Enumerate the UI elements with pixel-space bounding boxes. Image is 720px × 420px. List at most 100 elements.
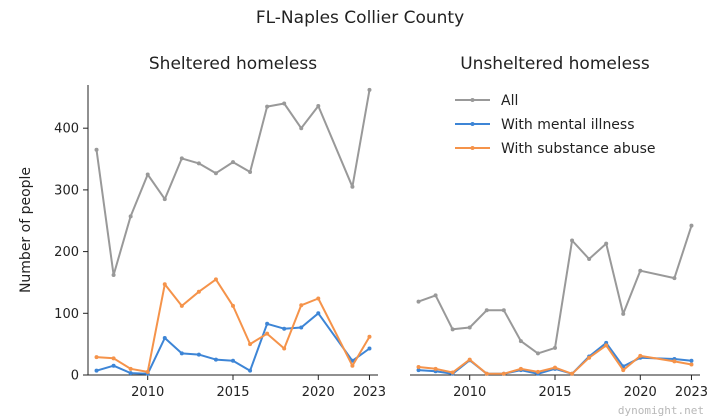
unsheltered-all-point (587, 257, 592, 261)
sheltered-mental-point (316, 311, 321, 316)
unsheltered-all-point (638, 268, 643, 273)
unsheltered-substance-point (433, 366, 438, 371)
sheltered-mental-point (213, 357, 218, 362)
unsheltered-x-tick-label: 2023 (675, 385, 708, 400)
sheltered-substance-point (196, 289, 201, 294)
sheltered-substance-point (350, 363, 355, 368)
sheltered-y-axis-label: Number of people (18, 167, 34, 293)
unsheltered-substance-point (604, 343, 609, 348)
sheltered-x-tick-label: 2023 (353, 385, 386, 400)
sheltered-all-point (94, 147, 99, 152)
chart-title: FL-Naples Collier County (256, 8, 464, 28)
legend-mental-label: With mental illness (501, 117, 635, 133)
sheltered-panel: Sheltered homeless 2010 2015 2020 2023 0 100 20… (18, 54, 386, 400)
sheltered-mental-point (265, 321, 270, 326)
sheltered-y-tick-label: 200 (54, 245, 79, 260)
unsheltered-substance-point (501, 371, 506, 376)
sheltered-x-tick-label: 2010 (131, 385, 164, 400)
unsheltered-all-point (484, 308, 489, 313)
sheltered-mental-point (367, 346, 372, 351)
sheltered-mental-point (231, 358, 235, 363)
sheltered-all-point (145, 172, 150, 177)
sheltered-mental-point (179, 351, 184, 356)
sheltered-substance-point (299, 303, 304, 308)
watermark: dynomight.net (618, 404, 704, 417)
sheltered-y-tick-label: 100 (54, 307, 79, 322)
sheltered-all-line (95, 88, 371, 276)
unsheltered-all-point (570, 238, 575, 243)
unsheltered-all-line (417, 224, 693, 355)
sheltered-substance-point (111, 356, 116, 361)
unsheltered-substance-point (672, 359, 677, 364)
sheltered-substance-point (282, 346, 287, 351)
sheltered-all-point (111, 273, 116, 278)
sheltered-mental-point (128, 371, 133, 376)
sheltered-mental-point (248, 368, 253, 373)
unsheltered-substance-point (689, 362, 694, 367)
sheltered-substance-point (128, 366, 133, 371)
unsheltered-all-point (535, 351, 540, 356)
legend-all-marker (470, 98, 475, 102)
sheltered-all-point (213, 171, 218, 176)
unsheltered-x-tick-label: 2015 (538, 385, 571, 400)
sheltered-substance-point (248, 342, 253, 347)
unsheltered-substance-point (621, 368, 626, 373)
sheltered-all-point (128, 214, 133, 219)
sheltered-all-point (179, 156, 184, 161)
sheltered-y-tick-label: 0 (71, 369, 79, 384)
unsheltered-substance-point (638, 353, 643, 358)
sheltered-all-point (350, 184, 355, 189)
sheltered-x-tick-label: 2015 (216, 385, 249, 400)
sheltered-all-point (299, 126, 304, 131)
unsheltered-substance-point (570, 371, 575, 376)
unsheltered-all-point (621, 311, 626, 316)
legend-mental-marker (470, 122, 475, 126)
unsheltered-all-point (501, 308, 506, 313)
sheltered-all-point (162, 197, 167, 202)
sheltered-substance-point (265, 331, 270, 336)
unsheltered-all-point (433, 293, 438, 298)
sheltered-all-point (196, 161, 201, 166)
unsheltered-substance-point (535, 369, 540, 374)
unsheltered-x-tick-label: 2020 (624, 385, 657, 400)
legend-substance-marker (470, 146, 475, 150)
sheltered-mental-point (111, 363, 116, 368)
unsheltered-panel: Unsheltered homeless 2010 2015 2020 2023 (410, 54, 708, 400)
unsheltered-title: Unsheltered homeless (460, 54, 650, 74)
legend: All With mental illness With substance abu… (455, 93, 656, 157)
sheltered-mental-point (299, 325, 304, 330)
unsheltered-all-point (604, 241, 609, 246)
sheltered-y-tick-label: 300 (54, 183, 79, 198)
sheltered-y-tick-label: 400 (54, 122, 79, 137)
sheltered-substance-point (94, 355, 99, 360)
sheltered-substance-point (367, 334, 372, 339)
unsheltered-all-point (416, 299, 421, 304)
legend-all-label: All (501, 93, 518, 109)
unsheltered-substance-point (416, 364, 421, 369)
unsheltered-all-point (672, 276, 677, 281)
sheltered-substance-point (179, 303, 184, 308)
unsheltered-substance-point (484, 371, 489, 376)
unsheltered-substance-line (417, 344, 693, 375)
sheltered-substance-point (213, 277, 218, 282)
unsheltered-all-point (689, 223, 694, 228)
sheltered-mental-point (282, 326, 287, 331)
sheltered-substance-point (316, 296, 321, 301)
sheltered-all-point (367, 87, 372, 92)
sheltered-all-point (231, 160, 235, 165)
sheltered-x-tick-label: 2020 (302, 385, 335, 400)
sheltered-mental-line (95, 312, 371, 375)
sheltered-substance-line (95, 278, 371, 373)
sheltered-all-point (316, 103, 321, 108)
unsheltered-substance-point (518, 366, 523, 371)
sheltered-substance-point (231, 303, 235, 308)
sheltered-all-point (265, 104, 270, 109)
sheltered-mental-point (196, 352, 201, 357)
legend-substance-label: With substance abuse (501, 141, 656, 157)
unsheltered-substance-point (553, 365, 557, 370)
sheltered-all-point (248, 170, 253, 174)
unsheltered-x-tick-label: 2010 (453, 385, 486, 400)
unsheltered-all-point (467, 325, 472, 330)
unsheltered-substance-point (587, 355, 592, 360)
